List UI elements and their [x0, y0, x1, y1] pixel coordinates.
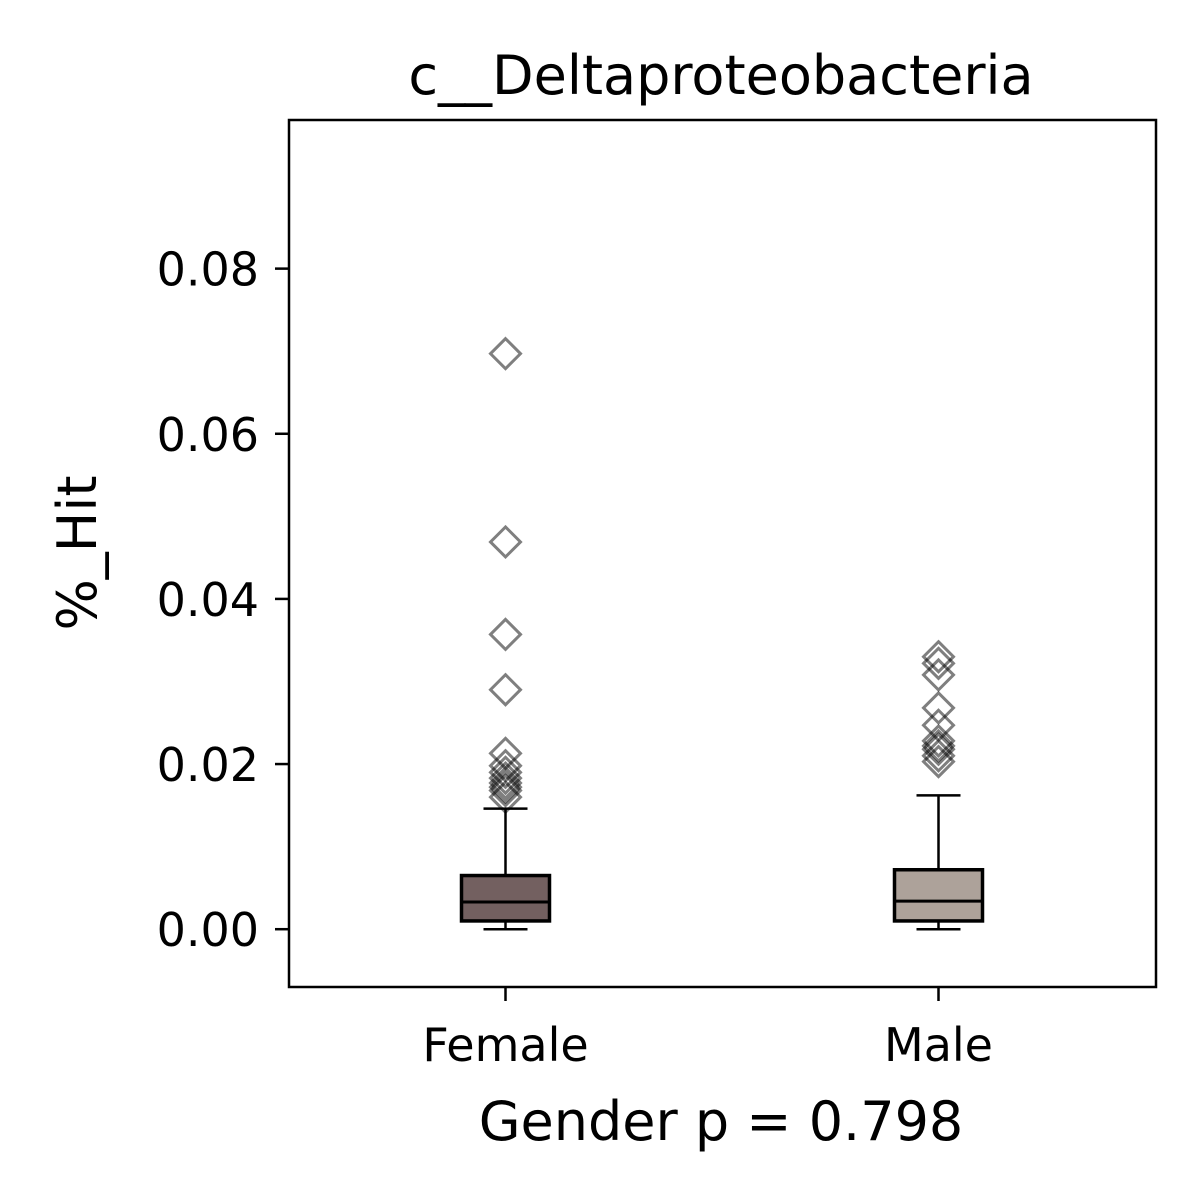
- x-axis-label: Gender p = 0.798: [479, 1090, 964, 1153]
- y-tick-label: 0.06: [157, 408, 259, 462]
- outlier-point: [488, 672, 523, 707]
- y-tick-label: 0.00: [157, 903, 259, 957]
- chart-title: c__Deltaproteobacteria: [408, 44, 1033, 107]
- outlier-point: [488, 524, 523, 560]
- outlier-point: [488, 773, 523, 808]
- y-axis-label: %_Hit: [46, 475, 109, 630]
- outlier-point: [488, 770, 523, 805]
- outlier-point: [921, 723, 956, 759]
- outlier-point: [921, 732, 956, 767]
- outlier-point: [921, 646, 956, 681]
- outlier-point: [921, 639, 956, 674]
- plot-frame: [287, 118, 1158, 989]
- outlier-point: [488, 760, 523, 796]
- outlier-point: [921, 744, 956, 779]
- y-tick-label: 0.08: [157, 243, 259, 297]
- chart-marks: [459, 336, 985, 931]
- y-tick-label: 0.04: [157, 573, 259, 627]
- box-group-female: [459, 336, 552, 931]
- outlier-point: [488, 779, 523, 815]
- outlier-point: [488, 755, 523, 790]
- box-group-male: [892, 639, 985, 931]
- outlier-point: [488, 765, 523, 801]
- x-tick-label: Male: [884, 1018, 993, 1072]
- y-axis: 0.00 0.02 0.04 0.06 0.08: [157, 243, 289, 957]
- y-tick-label: 0.02: [157, 738, 259, 792]
- box: [892, 867, 985, 923]
- outlier-point: [921, 657, 956, 693]
- outlier-point: [921, 690, 956, 726]
- outlier-point: [488, 336, 523, 371]
- x-tick-label: Female: [422, 1018, 588, 1072]
- x-axis: Female Male: [422, 987, 993, 1072]
- outlier-point: [921, 738, 956, 773]
- box: [459, 873, 552, 923]
- outlier-point: [488, 617, 523, 652]
- outlier-point: [921, 728, 956, 764]
